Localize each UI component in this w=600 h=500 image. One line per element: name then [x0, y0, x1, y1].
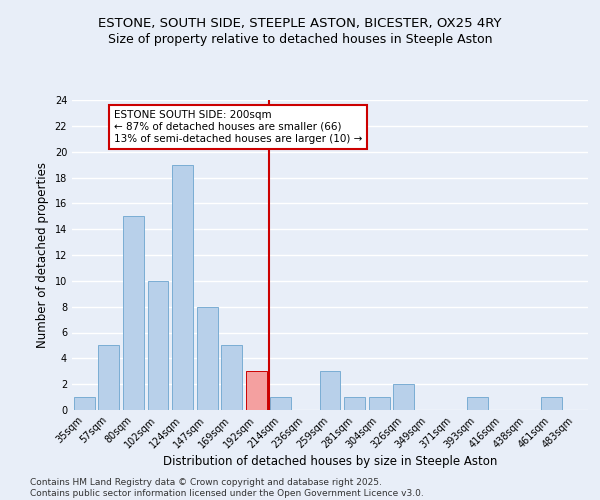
Bar	[393, 384, 414, 410]
X-axis label: Distribution of detached houses by size in Steeple Aston: Distribution of detached houses by size …	[163, 456, 497, 468]
Bar	[368, 397, 389, 410]
Bar	[541, 397, 562, 410]
Bar	[197, 306, 218, 410]
Text: Contains HM Land Registry data © Crown copyright and database right 2025.
Contai: Contains HM Land Registry data © Crown c…	[30, 478, 424, 498]
Bar	[344, 397, 365, 410]
Text: ESTONE, SOUTH SIDE, STEEPLE ASTON, BICESTER, OX25 4RY: ESTONE, SOUTH SIDE, STEEPLE ASTON, BICES…	[98, 18, 502, 30]
Bar	[74, 397, 95, 410]
Text: ESTONE SOUTH SIDE: 200sqm
← 87% of detached houses are smaller (66)
13% of semi-: ESTONE SOUTH SIDE: 200sqm ← 87% of detac…	[114, 110, 362, 144]
Bar	[467, 397, 488, 410]
Y-axis label: Number of detached properties: Number of detached properties	[36, 162, 49, 348]
Bar	[148, 281, 169, 410]
Bar	[246, 371, 267, 410]
Text: Size of property relative to detached houses in Steeple Aston: Size of property relative to detached ho…	[108, 32, 492, 46]
Bar	[271, 397, 292, 410]
Bar	[98, 346, 119, 410]
Bar	[221, 346, 242, 410]
Bar	[123, 216, 144, 410]
Bar	[320, 371, 340, 410]
Bar	[172, 164, 193, 410]
